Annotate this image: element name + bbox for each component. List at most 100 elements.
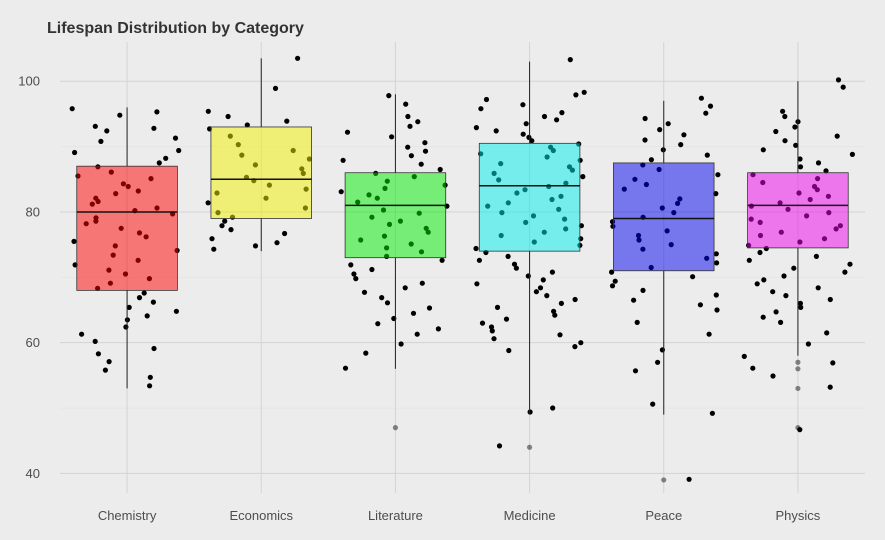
data-point xyxy=(783,293,789,299)
data-point xyxy=(205,200,211,206)
data-point xyxy=(272,85,279,91)
data-point xyxy=(375,321,381,327)
data-point xyxy=(69,106,75,112)
data-point xyxy=(609,269,615,275)
data-point xyxy=(697,302,704,308)
data-point xyxy=(491,336,497,342)
data-point xyxy=(631,297,637,303)
data-point xyxy=(650,401,656,407)
data-point xyxy=(136,295,143,301)
data-point xyxy=(150,299,156,305)
data-point xyxy=(102,367,108,373)
outlier-point xyxy=(795,425,801,431)
data-point xyxy=(773,128,779,135)
data-point xyxy=(348,262,354,268)
x-tick-label-literature: Literature xyxy=(368,508,423,523)
data-point xyxy=(418,161,424,167)
data-point xyxy=(476,257,482,263)
y-tick-label-40: 40 xyxy=(26,466,40,481)
data-point xyxy=(761,277,767,283)
data-point xyxy=(151,345,157,352)
data-point xyxy=(147,374,153,380)
data-point xyxy=(578,340,584,346)
data-point xyxy=(707,103,714,109)
data-point xyxy=(79,331,85,337)
y-tick-label-60: 60 xyxy=(26,335,40,350)
data-point xyxy=(648,157,655,163)
data-point xyxy=(797,164,804,170)
data-point xyxy=(474,281,480,287)
data-point xyxy=(117,112,123,118)
data-point xyxy=(537,285,544,291)
data-point xyxy=(827,384,833,390)
data-point xyxy=(533,289,540,295)
data-point xyxy=(496,443,503,449)
data-point xyxy=(386,93,392,99)
data-point xyxy=(403,101,409,107)
x-tick-label-physics: Physics xyxy=(776,508,821,523)
data-point xyxy=(551,308,557,314)
data-point xyxy=(797,300,804,306)
data-point xyxy=(665,121,671,127)
data-point xyxy=(151,125,157,131)
data-point xyxy=(715,172,721,178)
data-point xyxy=(760,147,766,153)
data-point xyxy=(554,117,560,123)
box-rect-peace xyxy=(613,162,715,272)
data-point xyxy=(827,296,833,303)
data-point xyxy=(797,427,803,433)
data-point xyxy=(147,383,153,389)
data-point xyxy=(681,132,687,138)
data-point xyxy=(478,106,484,112)
outlier-point xyxy=(661,477,667,483)
data-point xyxy=(573,92,579,98)
box-rect-literature xyxy=(344,172,447,259)
data-point xyxy=(71,238,77,244)
data-point xyxy=(274,240,280,246)
data-point xyxy=(405,144,411,150)
y-tick-label-100: 100 xyxy=(18,74,40,89)
data-point xyxy=(104,128,110,134)
data-point xyxy=(419,280,425,286)
data-point xyxy=(750,365,756,371)
data-point xyxy=(558,300,565,306)
data-point xyxy=(706,331,712,337)
data-point xyxy=(342,365,349,371)
box-rect-physics xyxy=(747,172,849,249)
y-tick-label-80: 80 xyxy=(26,204,40,219)
data-point xyxy=(773,309,779,315)
data-point xyxy=(505,253,511,259)
data-point xyxy=(690,274,696,280)
data-point xyxy=(154,109,160,115)
data-point xyxy=(92,338,98,344)
data-point xyxy=(835,77,842,83)
data-point xyxy=(340,157,346,163)
data-point xyxy=(244,122,250,128)
data-point xyxy=(284,118,290,124)
data-point xyxy=(824,330,830,336)
outlier-point xyxy=(795,366,801,372)
data-point xyxy=(572,344,578,350)
data-point xyxy=(483,96,490,103)
data-point xyxy=(126,304,132,310)
data-point xyxy=(379,295,385,301)
data-point xyxy=(493,128,499,134)
data-point xyxy=(714,307,720,313)
x-tick-label-economics: Economics xyxy=(229,508,293,523)
data-point xyxy=(410,310,417,316)
outlier-point xyxy=(795,359,801,365)
data-point xyxy=(437,166,443,173)
data-point xyxy=(549,269,556,275)
data-point xyxy=(408,153,414,159)
data-point xyxy=(106,359,112,365)
data-point xyxy=(847,261,853,267)
data-point xyxy=(439,257,445,263)
data-point xyxy=(798,304,804,310)
data-point xyxy=(634,319,640,325)
data-point xyxy=(642,137,648,143)
data-point xyxy=(369,266,375,273)
x-tick-label-chemistry: Chemistry xyxy=(98,508,157,523)
data-point xyxy=(792,124,798,130)
data-point xyxy=(414,331,420,337)
data-point xyxy=(544,293,550,299)
